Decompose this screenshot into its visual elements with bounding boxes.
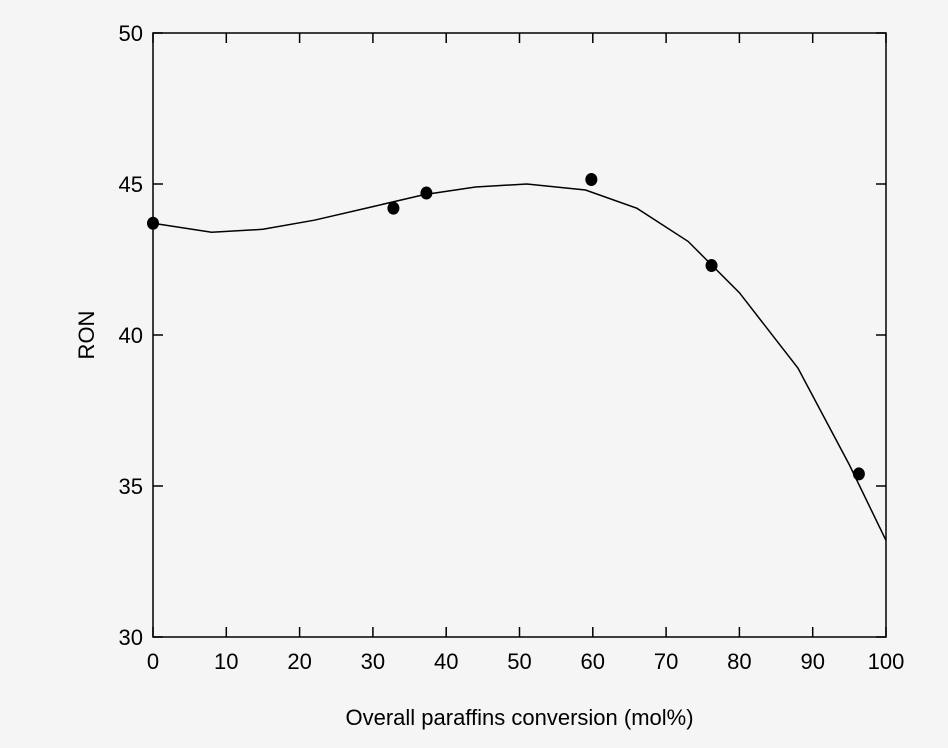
y-tick-label: 30 bbox=[119, 625, 143, 650]
y-tick-label: 50 bbox=[119, 21, 143, 46]
x-tick-label: 80 bbox=[727, 649, 751, 674]
x-tick-label: 90 bbox=[800, 649, 824, 674]
data-point bbox=[852, 467, 865, 481]
x-tick-label: 70 bbox=[654, 649, 678, 674]
plot-frame bbox=[152, 32, 887, 638]
x-tick-label: 0 bbox=[147, 649, 159, 674]
x-tick-label: 60 bbox=[581, 649, 605, 674]
data-point bbox=[147, 216, 159, 230]
x-tick-label: 10 bbox=[214, 649, 238, 674]
x-tick-label: 30 bbox=[361, 649, 385, 674]
data-point bbox=[387, 201, 400, 215]
x-tick-label: 20 bbox=[287, 649, 311, 674]
data-point bbox=[420, 186, 433, 200]
y-tick-label: 35 bbox=[119, 474, 143, 499]
data-point bbox=[705, 259, 718, 273]
axis-ticks bbox=[152, 32, 887, 638]
data-point bbox=[585, 172, 598, 186]
y-tick-label: 45 bbox=[119, 172, 143, 197]
y-axis-label: RON bbox=[74, 311, 99, 360]
x-tick-label: 40 bbox=[434, 649, 458, 674]
series-layer bbox=[147, 172, 887, 541]
x-tick-label: 50 bbox=[507, 649, 531, 674]
x-axis-label: Overall paraffins conversion (mol%) bbox=[345, 705, 693, 730]
y-tick-label: 40 bbox=[119, 323, 143, 348]
x-tick-label: 100 bbox=[868, 649, 905, 674]
axis-tick-labels: 0 10 20 30 40 50 60 70 80 90 100 30 35 40 45 50 bbox=[119, 21, 905, 674]
fit-curve bbox=[152, 183, 887, 541]
